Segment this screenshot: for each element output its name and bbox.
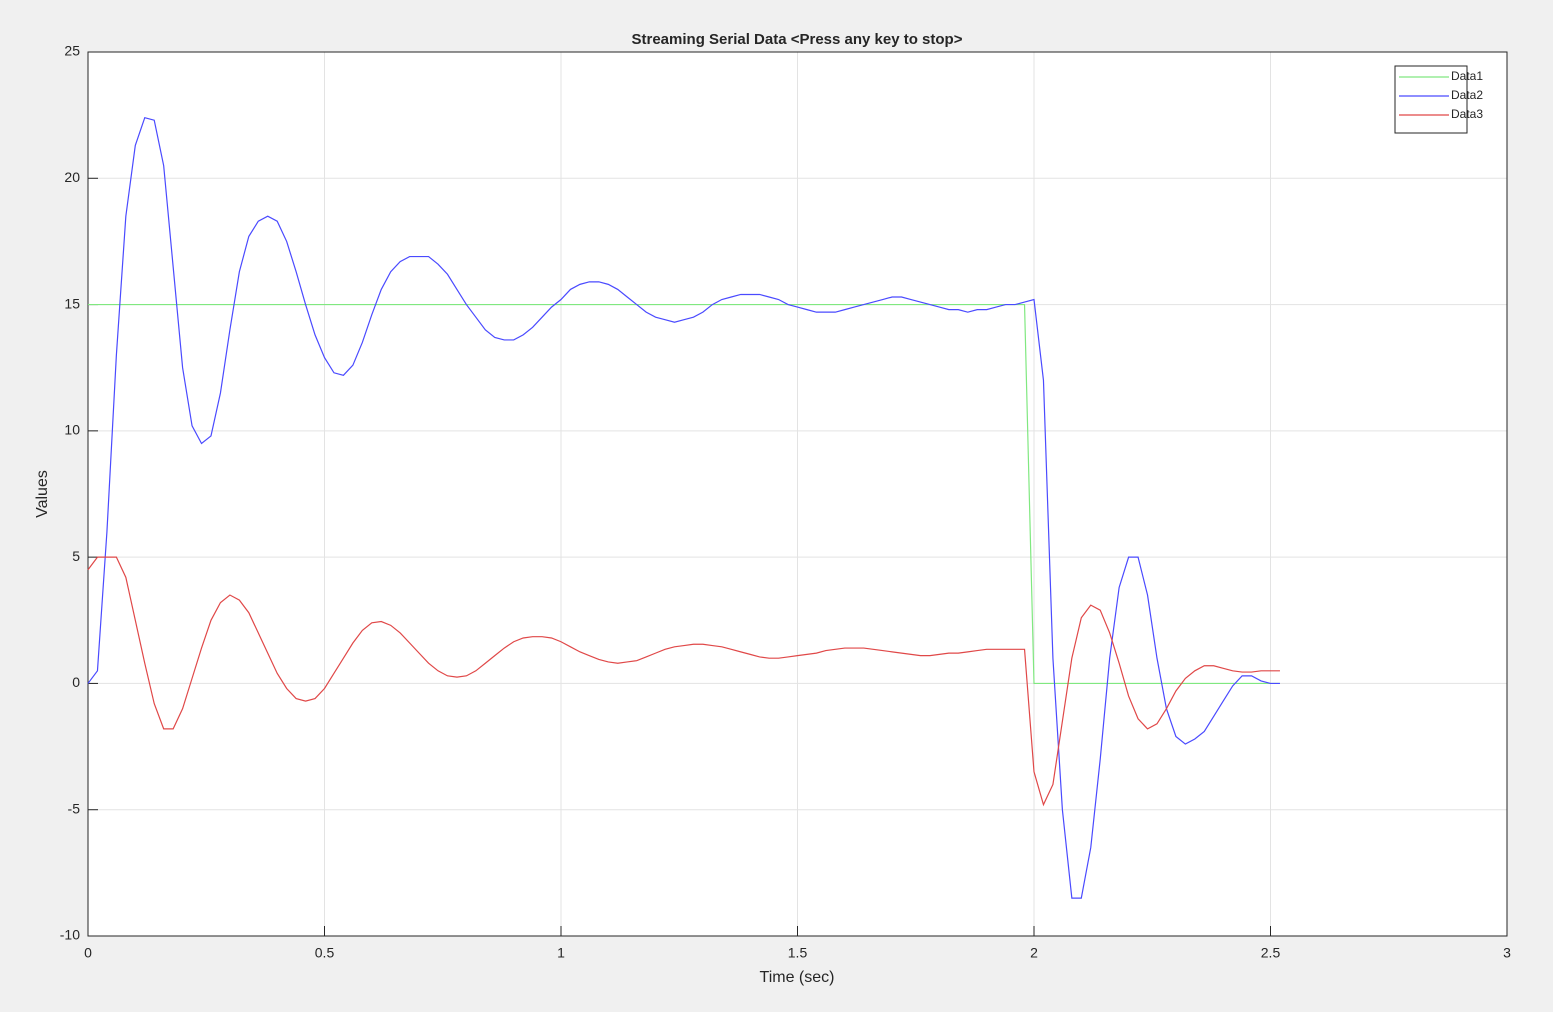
x-tick-label: 0.5: [315, 945, 335, 961]
x-tick-label: 2.5: [1261, 945, 1281, 961]
x-tick-label: 0: [84, 945, 92, 961]
legend-label: Data1: [1451, 69, 1483, 83]
x-tick-label: 3: [1503, 945, 1511, 961]
legend-label: Data2: [1451, 88, 1483, 102]
y-tick-label: 20: [64, 169, 80, 185]
data-line: [87, 116, 1280, 899]
y-tick-label: -10: [60, 927, 80, 943]
legend-label: Data3: [1451, 107, 1483, 121]
x-tick-label: 1: [557, 945, 565, 961]
y-tick-label: 0: [72, 674, 80, 690]
data-line: [88, 303, 1280, 685]
x-tick-label: 1.5: [788, 945, 808, 961]
axes-box: [87, 51, 1508, 937]
y-tick-label: 10: [64, 422, 80, 438]
y-tick-label: 15: [64, 295, 80, 311]
x-axis-label: Time (sec): [760, 969, 835, 986]
y-axis-label: Values: [34, 470, 51, 518]
chart-title: Streaming Serial Data <Press any key to …: [632, 31, 963, 48]
y-tick-label: 5: [72, 548, 80, 564]
y-tick-label: -5: [68, 800, 81, 816]
y-tick-label: 25: [64, 43, 80, 59]
data-line: [87, 556, 1280, 807]
x-tick-label: 2: [1030, 945, 1038, 961]
